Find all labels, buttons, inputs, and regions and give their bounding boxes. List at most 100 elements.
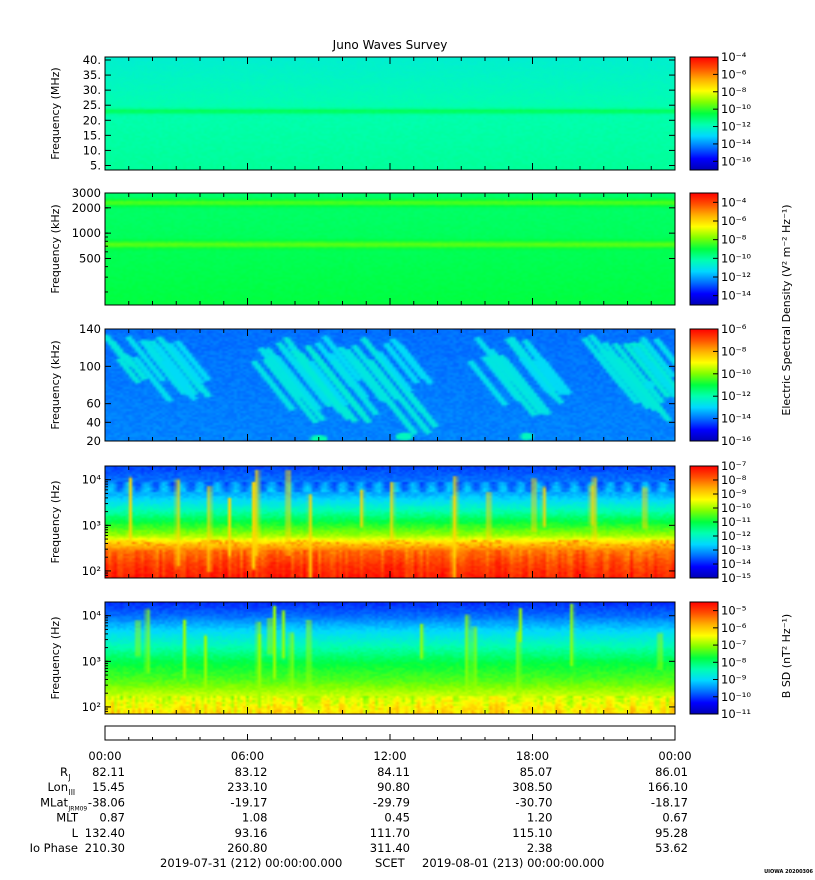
y-tick-label: 20 — [86, 434, 101, 448]
ephemeris-row: R J 82.11 83.12 84.11 85.07 86.01 — [60, 765, 688, 782]
footer-end-time: 2019-08-01 (213) 00:00:00.000 — [422, 856, 604, 870]
colorbar-tick-label: 10⁻⁸ — [721, 85, 747, 99]
y-tick-label: 10³ — [82, 518, 102, 532]
colorbar-tick-label: 10⁻¹⁰ — [721, 501, 751, 515]
colorbar-tick-label: 10⁻¹⁴ — [721, 137, 751, 151]
y-tick-label: 60 — [86, 397, 101, 411]
ephemeris-label: MLT — [56, 811, 79, 825]
spectrogram-image — [105, 193, 675, 305]
colorbar-tick-label: 10⁻¹³ — [721, 543, 751, 557]
colorbar-tick-label: 10⁻⁸ — [721, 344, 747, 358]
colorbar-tick-label: 10⁻⁴ — [721, 195, 747, 209]
colorbar-tick-label: 10⁻¹¹ — [721, 707, 751, 721]
ephemeris-value: 233.10 — [227, 780, 267, 794]
colorbar-tick-label: 10⁻¹² — [721, 389, 751, 403]
ephemeris-table: R J 82.11 83.12 84.11 85.07 86.01 Lon III 15.45 23… — [30, 765, 688, 855]
spectrogram-image — [105, 602, 675, 714]
ephemeris-value: 308.50 — [512, 780, 552, 794]
ephemeris-value: -30.70 — [515, 795, 552, 809]
x-tick-label: 00:00 — [658, 749, 691, 763]
ephemeris-value: 90.80 — [377, 780, 410, 794]
ephemeris-value: 15.45 — [92, 780, 125, 794]
colorbar-tick-label: 10⁻⁶ — [721, 621, 747, 635]
ephemeris-row: L 132.40 93.16 111.70 115.10 95.28 — [72, 826, 688, 840]
y-axis-title: Frequency (kHz) — [49, 340, 62, 429]
ephemeris-label-subscript: III — [69, 788, 76, 797]
footer: 2019-07-31 (212) 00:00:00.000 SCET 2019-… — [160, 856, 814, 875]
ephemeris-value: 95.28 — [655, 826, 688, 840]
ephemeris-value: 0.87 — [99, 811, 125, 825]
ephemeris-value: 132.40 — [85, 826, 125, 840]
y-tick-label: 140 — [79, 322, 101, 336]
x-tick-label: 06:00 — [231, 749, 264, 763]
colorbar-tick-label: 10⁻¹⁵ — [721, 571, 751, 585]
footer-scet-label: SCET — [375, 856, 406, 870]
ephemeris-label: Lon — [47, 780, 68, 794]
ephemeris-value: 0.45 — [384, 811, 410, 825]
ephemeris-value: 0.67 — [662, 811, 688, 825]
colorbar-tick-label: 10⁻¹² — [721, 120, 751, 134]
ephemeris-value: 84.11 — [377, 765, 410, 779]
x-tick-label: 00:00 — [88, 749, 121, 763]
electric-spectral-density-label: Electric Spectral Density (V² m⁻² Hz⁻¹) — [780, 204, 793, 415]
y-tick-label: 5. — [90, 158, 101, 172]
ephemeris-value: 53.62 — [655, 841, 688, 855]
ephemeris-value: 85.07 — [520, 765, 553, 779]
x-tick-label: 12:00 — [373, 749, 406, 763]
ephemeris-label: Io Phase — [30, 841, 78, 855]
colorbar-tick-label: 10⁻⁸ — [721, 473, 747, 487]
y-axis-title: Frequency (MHz) — [49, 67, 62, 159]
spectrogram-panel-1: 5.10.15.20.25.30.35.40. Frequency (MHz) 10… — [49, 50, 751, 172]
chart-title: Juno Waves Survey — [332, 38, 448, 52]
y-tick-label: 10² — [82, 700, 101, 714]
colorbar-tick-label: 10⁻⁴ — [721, 50, 747, 64]
y-tick-label: 100 — [79, 359, 101, 373]
ephemeris-value: 260.80 — [227, 841, 267, 855]
y-axis-title: Frequency (kHz) — [49, 204, 62, 293]
ephemeris-value: -38.06 — [88, 795, 125, 809]
y-tick-label: 40. — [83, 53, 101, 67]
spectrogram-image — [105, 329, 675, 441]
magnetic-spectral-density-label: B SD (nT² Hz⁻¹) — [780, 614, 793, 698]
ephemeris-value: -18.17 — [651, 795, 688, 809]
y-tick-label: 10⁴ — [82, 609, 102, 623]
spectrogram-image — [105, 466, 675, 578]
y-tick-label: 1000 — [72, 226, 101, 240]
ephemeris-value: 210.30 — [85, 841, 125, 855]
y-tick-label: 3000 — [72, 186, 101, 200]
ephemeris-value: 83.12 — [235, 765, 268, 779]
colorbar-tick-label: 10⁻¹⁰ — [721, 102, 751, 116]
colorbar-tick-label: 10⁻¹⁰ — [721, 367, 751, 381]
ephemeris-value: 311.40 — [370, 841, 410, 855]
colorbar-tick-label: 10⁻⁶ — [721, 214, 747, 228]
colorbar-tick-label: 10⁻¹⁴ — [721, 412, 751, 426]
spectrogram-panel-4: 10² 10³ 10⁴ Frequency (Hz) 10⁻⁷10⁻⁸10⁻⁹10⁻¹⁰… — [49, 459, 751, 585]
colorbar-tick-label: 10⁻¹⁰ — [721, 251, 751, 265]
ephemeris-value: 1.08 — [242, 811, 268, 825]
y-tick-label: 40 — [86, 415, 101, 429]
colorbar-tick-label: 10⁻⁶ — [721, 322, 747, 336]
colorbar-tick-label: 10⁻⁶ — [721, 67, 747, 81]
ephemeris-value: 2.38 — [527, 841, 553, 855]
colorbar-tick-label: 10⁻⁸ — [721, 233, 747, 247]
ephemeris-row: MLat JRM09 -38.06 -19.17 -29.79 -30.70 -18.17 — [40, 795, 688, 812]
y-tick-label: 500 — [79, 251, 101, 265]
colorbar — [689, 328, 719, 442]
y-tick-label: 2000 — [72, 201, 101, 215]
time-axis: 00:00 06:00 12:00 18:00 00:00 — [88, 725, 692, 763]
spectrogram-panel-5: 10² 10³ 10⁴ Frequency (Hz) 10⁻⁵ 10⁻⁶ 10⁻⁷ 10⁻⁸ 1… — [49, 601, 751, 721]
ephemeris-value: 1.20 — [527, 811, 553, 825]
colorbar-tick-label: 10⁻¹⁴ — [721, 289, 751, 303]
y-tick-label: 10³ — [82, 654, 102, 668]
colorbar-tick-label: 10⁻¹² — [721, 529, 751, 543]
y-tick-label: 15. — [83, 128, 101, 142]
colorbar-tick-label: 10⁻⁷ — [721, 459, 747, 473]
ephemeris-label: L — [72, 826, 79, 840]
colorbar-tick-label: 10⁻⁵ — [721, 604, 747, 618]
y-tick-label: 30. — [83, 83, 101, 97]
y-tick-label: 25. — [83, 98, 101, 112]
colorbar-tick-label: 10⁻⁸ — [721, 655, 747, 669]
y-tick-label: 10. — [83, 143, 101, 157]
colorbar — [689, 56, 719, 171]
